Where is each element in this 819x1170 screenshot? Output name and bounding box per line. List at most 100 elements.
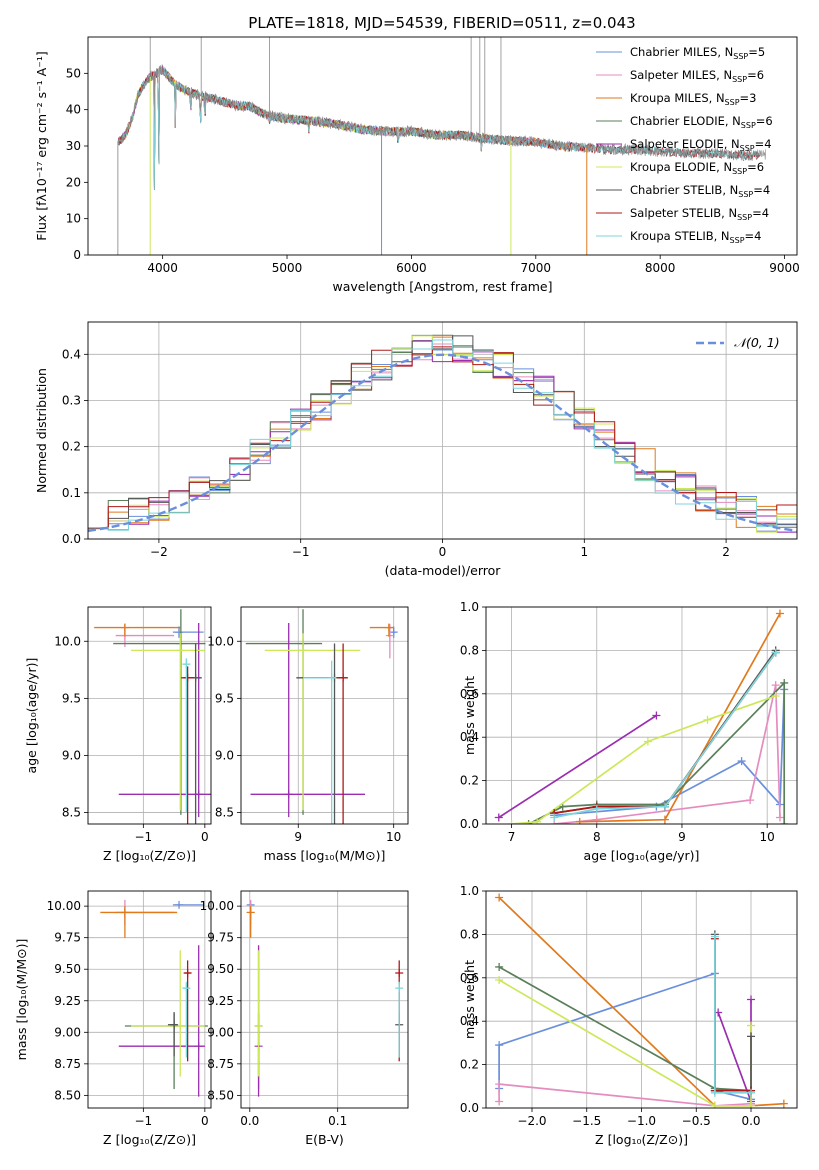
errorbar-point [389, 626, 398, 638]
legend-label-sub: SSP [738, 190, 753, 199]
mass-weight-marker [524, 820, 533, 824]
mass-weight-marker [737, 757, 746, 766]
mass-weight-line [554, 652, 777, 814]
y-tick-label: 9.50 [207, 962, 234, 976]
errorbar-point [250, 622, 366, 818]
legend-label-count: =4 [752, 206, 769, 220]
errorbar-point [118, 622, 211, 818]
legend-label: Kroupa MILES, NSSP=3 [630, 91, 756, 107]
mass-weight-marker [780, 820, 789, 824]
mass-weight-line [714, 936, 751, 1094]
y-tick-label: 10.00 [200, 899, 234, 913]
point-marker [389, 628, 398, 637]
mass-weight-marker [495, 1080, 504, 1089]
y-tick-label: 10.0 [54, 634, 81, 648]
errorbar-point [183, 960, 192, 1062]
legend-label-sub: SSP [740, 144, 755, 153]
errorbar-point [303, 660, 337, 824]
x-tick-label: −1.5 [572, 1114, 601, 1128]
errorbar-point [131, 950, 205, 1077]
legend-label-text: Salpeter STELIB, N [630, 206, 737, 220]
x-axis-label: Z [log₁₀(Z/Z⊙)] [595, 1132, 688, 1147]
y-tick-label: 0.2 [460, 1058, 479, 1072]
y-tick-label: 0.4 [460, 730, 479, 744]
point-marker [120, 623, 129, 632]
mass-weight-marker [592, 815, 601, 824]
y-axis-label: mass weight [462, 676, 477, 755]
y-axis-label: mass [log₁₀(M/M⊙)] [14, 939, 29, 1061]
legend-label: Salpeter MILES, NSSP=6 [630, 68, 764, 84]
point-marker [175, 900, 184, 909]
legend-label-text: Kroupa STELIB, N [630, 229, 730, 243]
point-marker [339, 673, 348, 682]
x-tick-label: −2 [150, 545, 168, 559]
legend-label-sub: SSP [737, 213, 752, 222]
y-tick-label: 50 [66, 66, 81, 80]
y-tick-label: 1.0 [460, 600, 479, 614]
age_vs_mass-axes: 9 10 8.5 9.0 9.5 10.0 mass [log₁₀(M/M⊙)] [207, 606, 409, 863]
x-tick-label: 9 [678, 830, 686, 844]
normal-curve [88, 353, 797, 533]
mass-weight-marker [643, 737, 652, 746]
legend-label-sub: SSP [732, 167, 747, 176]
legend-label: Kroupa STELIB, NSSP=4 [630, 229, 761, 245]
figure-title: PLATE=1818, MJD=54539, FIBERID=0511, z=0… [248, 14, 635, 32]
mass-weight-marker [771, 691, 780, 700]
mass-weight-marker [495, 962, 504, 971]
legend-label: Salpeter ELODIE, NSSP=4 [630, 137, 772, 153]
mass-weight-line [714, 938, 751, 1092]
x-tick-label: 7 [508, 830, 516, 844]
mass-weight-marker [771, 648, 780, 657]
y-axis-label: mass weight [462, 960, 477, 1039]
y-tick-label: 9.25 [54, 994, 81, 1008]
y-tick-label: 0.0 [460, 1101, 479, 1115]
errorbar-point [94, 623, 181, 637]
errorbar-point [182, 658, 191, 813]
point-marker [246, 908, 255, 917]
errorbar-point [167, 1012, 179, 1057]
mass-weight-line [528, 680, 786, 824]
y-tick-label: 9.75 [54, 931, 81, 945]
mass_weight_vs_Z-frame [485, 890, 798, 1109]
y-tick-label: 8.50 [54, 1088, 81, 1102]
mass-weight-line [498, 1083, 752, 1107]
point-marker [176, 646, 185, 655]
legend-label: Chabrier STELIB, NSSP=4 [630, 183, 770, 199]
x-tick-label: −0.5 [682, 1114, 711, 1128]
errorbar-point [304, 643, 348, 824]
y-tick-label: 0.4 [460, 1014, 479, 1028]
point-marker [299, 646, 308, 655]
errorbar-point [254, 950, 263, 1077]
legend-label-text: Kroupa ELODIE, N [630, 160, 732, 174]
legend-label-sub: SSP [725, 98, 740, 107]
x-tick-label: −1 [134, 1114, 152, 1128]
legend-label: Kroupa ELODIE, NSSP=6 [630, 160, 764, 176]
x-axis-label: mass [log₁₀(M/M⊙)] [264, 848, 386, 863]
y-tick-label: 8.75 [54, 1057, 81, 1071]
mass-weight-marker [780, 678, 789, 687]
x-tick-label: 5000 [272, 261, 303, 275]
mass-weight-line [498, 972, 752, 1101]
y-tick-label: 0 [73, 248, 81, 262]
point-marker [170, 1020, 179, 1029]
legend-label-count: =5 [748, 45, 765, 59]
errorbar-point [113, 609, 206, 815]
x-tick-label: −2.0 [517, 1114, 546, 1128]
legend-label-sub: SSP [741, 121, 756, 130]
legend-label-text: Chabrier ELODIE, N [630, 114, 741, 128]
y-tick-label: 30 [66, 139, 81, 153]
y-tick-label: 8.5 [62, 806, 81, 820]
legend-label-text: Kroupa MILES, N [630, 91, 725, 105]
mass_vs_EBV-plot [246, 899, 404, 1097]
legend-label-text: Chabrier STELIB, N [630, 183, 738, 197]
legend-label: Salpeter STELIB, NSSP=4 [630, 206, 769, 222]
y-tick-label: 0.8 [460, 927, 479, 941]
x-tick-label: 10 [760, 830, 775, 844]
point-marker [182, 984, 191, 993]
age_vs_Z-frame [87, 606, 212, 825]
point-marker [395, 969, 404, 978]
mass-weight-line [717, 999, 752, 1102]
spectrum-axes: 4000 5000 6000 7000 8000 9000 0 10 20 30 40 50 wavel… [34, 36, 800, 294]
x-tick-label: 7000 [521, 261, 552, 275]
